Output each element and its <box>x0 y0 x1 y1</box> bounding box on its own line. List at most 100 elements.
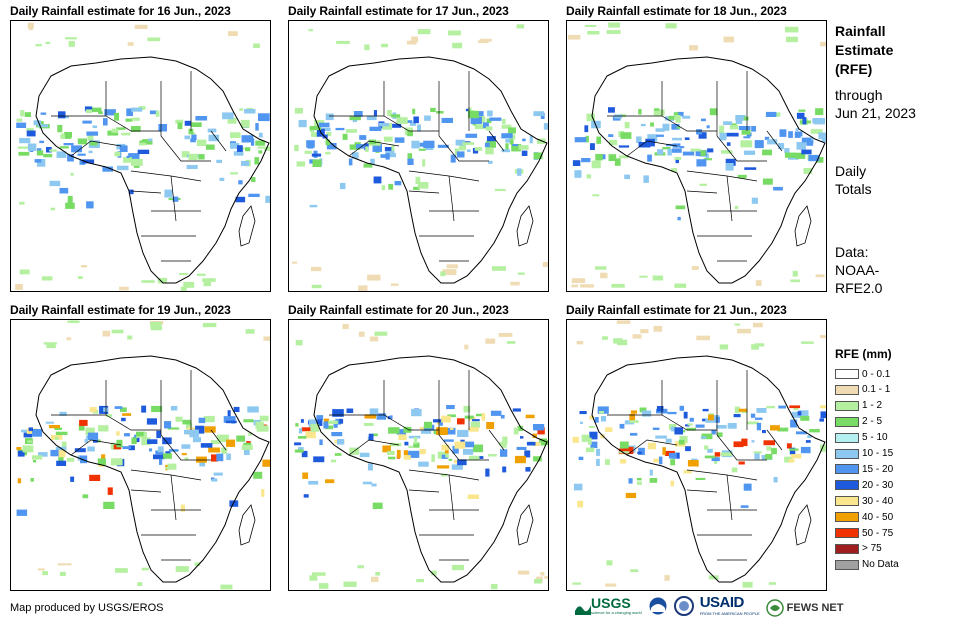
rainfall-cell <box>640 123 646 127</box>
rainfall-cell <box>417 124 421 132</box>
rainfall-cell <box>453 459 458 464</box>
rainfall-cell <box>157 446 164 453</box>
rainfall-cell <box>325 425 333 430</box>
rainfall-cell <box>673 112 679 116</box>
rainfall-cell <box>56 460 67 466</box>
rainfall-cell <box>620 114 627 118</box>
rainfall-cell <box>59 187 69 194</box>
rainfall-cell <box>141 280 155 283</box>
rainfall-cell <box>431 454 435 462</box>
rainfall-cell <box>702 418 708 422</box>
rainfall-cell <box>190 138 196 143</box>
rainfall-cell <box>702 408 709 412</box>
rainfall-cell <box>636 481 642 485</box>
legend-item: 10 - 15 <box>835 448 893 460</box>
rainfall-cell <box>703 158 713 161</box>
rainfall-cell <box>80 265 88 268</box>
usgs-logo: USGS science for a changing world <box>575 596 642 618</box>
rainfall-cell <box>131 158 143 166</box>
map-panel-3: Daily Rainfall estimate for 18 Jun., 202… <box>566 4 828 294</box>
rainfall-cell <box>450 154 456 163</box>
rainfall-cell <box>630 432 638 436</box>
rainfall-cell <box>533 456 542 462</box>
rainfall-cell <box>585 135 589 143</box>
rainfall-cell <box>411 36 419 43</box>
rainfall-cell <box>642 410 652 417</box>
rainfall-cell <box>43 342 57 345</box>
rainfall-cell <box>147 37 161 42</box>
rainfall-cell <box>457 459 467 466</box>
rainfall-cell <box>773 186 783 191</box>
rainfall-cell <box>325 113 334 121</box>
rainfall-cell <box>479 38 492 42</box>
rainfall-cell <box>379 122 389 127</box>
rainfall-cell <box>683 470 692 474</box>
rainfall-cell <box>738 461 745 465</box>
rainfall-cell <box>820 411 826 419</box>
rainfall-cell <box>521 150 528 156</box>
rainfall-cell <box>624 174 630 180</box>
rainfall-cell <box>794 131 803 137</box>
rainfall-cell <box>337 439 345 445</box>
rainfall-cell <box>359 452 370 458</box>
rainfall-cell <box>756 422 762 431</box>
rainfall-cell <box>103 407 108 412</box>
rainfall-cell <box>786 36 798 43</box>
rainfall-cell <box>524 450 531 458</box>
rainfall-cell <box>590 441 598 448</box>
rainfall-cell <box>442 269 457 275</box>
rainfall-cell <box>36 159 46 167</box>
rainfall-cell <box>653 325 663 332</box>
panel-title: Daily Rainfall estimate for 20 Jun., 202… <box>288 303 509 317</box>
country-border <box>170 474 177 521</box>
rainfall-cell <box>467 149 471 152</box>
rainfall-cell <box>170 405 178 411</box>
rainfall-cell <box>437 144 449 148</box>
country-border <box>661 414 717 431</box>
rainfall-cell <box>522 138 526 142</box>
rainfall-cell <box>683 411 688 419</box>
rainfall-cell <box>668 452 677 459</box>
africa-map-svg <box>291 24 548 291</box>
rainfall-cell <box>623 446 634 454</box>
country-border <box>408 489 440 493</box>
rainfall-cell <box>513 427 519 435</box>
country-border <box>448 175 455 222</box>
rainfall-cell <box>180 286 187 291</box>
rainfall-cell <box>468 455 480 461</box>
rainfall-cell <box>571 278 586 283</box>
rainfall-cell <box>157 277 167 284</box>
country-border <box>726 175 733 222</box>
rainfall-cell <box>311 153 322 157</box>
rainfall-cell <box>149 110 158 115</box>
rainfall-cell <box>605 459 610 465</box>
rainfall-cell <box>696 129 702 135</box>
rainfall-cell <box>675 205 686 210</box>
rainfall-cell <box>219 177 225 181</box>
rainfall-cell <box>690 148 702 152</box>
africa-map-svg <box>572 320 826 588</box>
rainfall-cell <box>594 266 607 270</box>
rainfall-cell <box>134 24 148 29</box>
rainfall-cell <box>128 445 135 451</box>
rainfall-cell <box>114 151 121 157</box>
rainfall-cell <box>78 276 83 279</box>
rainfall-cell <box>387 450 395 455</box>
rainfall-cell <box>85 109 93 113</box>
rainfall-cell <box>725 163 734 171</box>
rainfall-cell <box>784 148 790 154</box>
rainfall-cell <box>61 441 67 450</box>
rainfall-cell <box>820 444 826 452</box>
rainfall-cell <box>114 113 120 121</box>
rainfall-cell <box>762 430 766 434</box>
rainfall-cell <box>59 146 69 149</box>
rainfall-cell <box>230 172 238 175</box>
rainfall-cell <box>770 425 780 431</box>
rainfall-cell <box>667 411 677 415</box>
rainfall-cell <box>418 148 426 151</box>
rainfall-cell <box>367 463 373 471</box>
rainfall-cell <box>486 422 495 429</box>
rainfall-cell <box>79 419 88 426</box>
rainfall-cell <box>798 410 809 418</box>
rainfall-cell <box>600 416 607 422</box>
